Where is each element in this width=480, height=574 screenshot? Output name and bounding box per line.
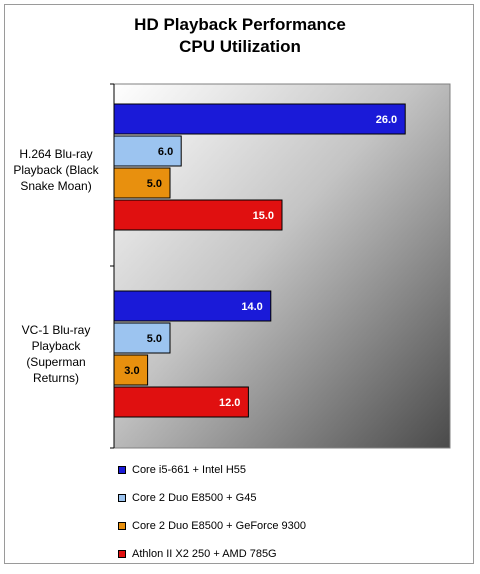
category-label-line: Playback (Black — [13, 163, 99, 177]
category-label-line: (Superman — [26, 355, 86, 369]
legend-label: Athlon II X2 250 + AMD 785G — [132, 548, 277, 560]
legend-item-g45: Core 2 Duo E8500 + G45 — [118, 490, 306, 506]
category-label-line: VC-1 Blu-ray — [21, 323, 91, 337]
bar — [113, 354, 149, 386]
category-label-line: Playback — [31, 339, 81, 353]
bar-value-label: 14.0 — [241, 301, 262, 313]
chart-title-line-1: HD Playback Performance — [134, 15, 346, 34]
bars: 26.0 6.0 5.0 15.0 14.0 5.0 3.0 12.0 — [113, 103, 406, 418]
bar — [113, 167, 171, 199]
bar — [113, 103, 406, 135]
category-label-line: H.264 Blu-ray — [19, 147, 93, 161]
category-label-line: Snake Moan) — [20, 179, 92, 193]
legend: Core i5-661 + Intel H55 Core 2 Duo E8500… — [118, 462, 306, 574]
bar — [113, 290, 272, 322]
bar-value-label: 6.0 — [158, 146, 173, 158]
legend-label: Core i5-661 + Intel H55 — [132, 464, 247, 476]
legend-swatch — [118, 466, 126, 474]
legend-item-geforce-9300: Core 2 Duo E8500 + GeForce 9300 — [118, 518, 306, 534]
chart-title: HD Playback Performance CPU Utilization — [0, 14, 480, 58]
legend-swatch — [118, 494, 126, 502]
bar-value-label: 12.0 — [219, 397, 240, 409]
category-label-h264: H.264 Blu-ray Playback (Black Snake Moan… — [2, 146, 110, 194]
chart-title-line-2: CPU Utilization — [179, 37, 301, 56]
bar — [113, 386, 249, 418]
legend-swatch — [118, 522, 126, 530]
bar — [113, 135, 182, 167]
bar-value-label: 3.0 — [124, 365, 139, 377]
bar — [113, 322, 171, 354]
legend-item-athlon: Athlon II X2 250 + AMD 785G — [118, 546, 306, 562]
bar-value-label: 5.0 — [147, 333, 162, 345]
bar-value-label: 26.0 — [376, 114, 397, 126]
bar-value-label: 15.0 — [253, 210, 274, 222]
category-label-line: Returns) — [32, 371, 79, 385]
legend-item-core-i5: Core i5-661 + Intel H55 — [118, 462, 306, 478]
legend-label: Core 2 Duo E8500 + G45 — [132, 492, 257, 504]
legend-label: Core 2 Duo E8500 + GeForce 9300 — [132, 520, 306, 532]
bar-value-label: 5.0 — [147, 178, 162, 190]
legend-swatch — [118, 550, 126, 558]
category-label-vc1: VC-1 Blu-ray Playback (Superman Returns) — [2, 322, 110, 386]
bar — [113, 199, 283, 231]
